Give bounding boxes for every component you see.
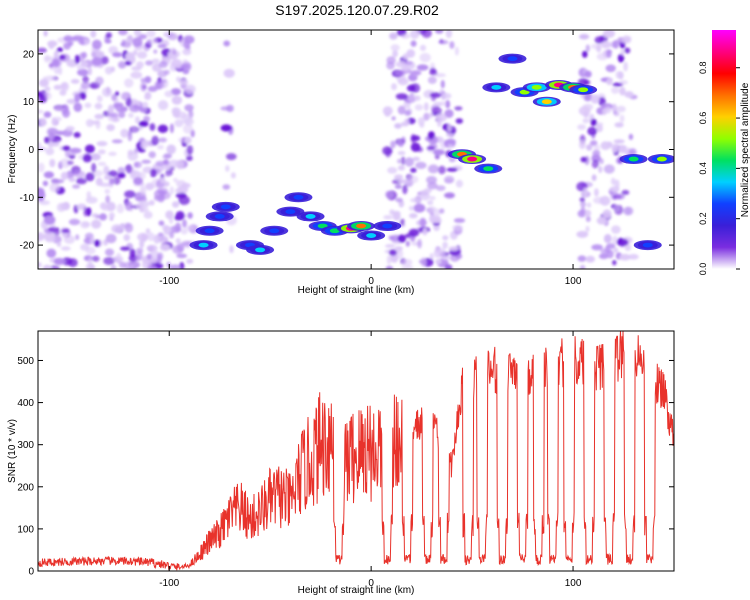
- spectral-peak: [357, 230, 386, 241]
- colorbar-tick-label: 0.8: [698, 61, 708, 74]
- spectral-peak: [276, 206, 305, 217]
- spectrogram-x-axis: -100 0 100: [159, 30, 582, 287]
- spectral-peak: [246, 244, 275, 255]
- colorbar-label: Normalized spectral amplitude: [740, 82, 750, 217]
- y-tick-label: 400: [17, 398, 34, 409]
- signal-blobs: [189, 53, 674, 255]
- spectral-peak: [260, 225, 289, 236]
- noise-texture: [38, 30, 639, 269]
- x-tick-label: -100: [159, 578, 179, 589]
- snr-x-axis: -100 0 100: [159, 331, 582, 589]
- y-tick-label: 10: [23, 97, 35, 108]
- spectrogram-y-label: Frequency (Hz): [7, 115, 18, 184]
- snr-x-label: Height of straight line (km): [298, 585, 415, 596]
- spectral-peak: [532, 96, 561, 107]
- colorbar-tick-label: 0.2: [698, 212, 708, 225]
- snr-y-label: SNR (10 * v/v): [7, 419, 18, 483]
- colorbar-tick-label: 0.6: [698, 112, 708, 125]
- y-tick-label: -10: [20, 193, 35, 204]
- y-tick-label: 300: [17, 440, 34, 451]
- snr-series-line: [38, 331, 674, 571]
- x-tick-label: 100: [565, 578, 582, 589]
- spectral-peak: [189, 240, 218, 251]
- spectral-peak: [373, 220, 402, 231]
- spectral-peak: [498, 53, 527, 64]
- spectral-peak: [474, 163, 503, 174]
- y-tick-label: 100: [17, 524, 34, 535]
- x-tick-label: 0: [368, 578, 374, 589]
- colorbar: 0.0 0.2 0.4 0.6 0.8 Normalized spectral ampl…: [698, 30, 750, 275]
- x-tick-label: 100: [565, 276, 582, 287]
- spectrogram-y-axis: -20 -10 0 10 20: [20, 49, 674, 252]
- y-tick-label: -20: [20, 241, 35, 252]
- spectral-peak: [458, 154, 487, 165]
- spectral-peak: [284, 192, 313, 203]
- y-tick-label: 200: [17, 482, 34, 493]
- chart-title: S197.2025.120.07.29.R02: [275, 2, 439, 18]
- spectral-peak: [211, 201, 240, 212]
- x-tick-label: -100: [159, 276, 179, 287]
- colorbar-ticks: 0.0 0.2 0.4 0.6 0.8: [698, 61, 740, 275]
- spectrogram-x-label: Height of straight line (km): [298, 285, 415, 296]
- x-tick-label: 0: [368, 276, 374, 287]
- snr-y-axis: 0 100 200 300 400 500: [17, 356, 674, 578]
- colorbar-tick-label: 0.4: [698, 162, 708, 175]
- snr-frame: [37, 330, 675, 572]
- colorbar-gradient: [712, 30, 736, 269]
- colorbar-tick-label: 0.0: [698, 263, 708, 276]
- spectral-peak: [205, 211, 234, 222]
- y-tick-label: 20: [23, 49, 35, 60]
- y-tick-label: 500: [17, 356, 34, 367]
- spectral-peak: [195, 225, 224, 236]
- spectral-peak: [296, 211, 325, 222]
- spectral-peak: [569, 84, 598, 95]
- spectral-peak: [347, 220, 376, 231]
- snr-panel: -100 0 100 0 100 200 300 400 500 Height of stra…: [7, 330, 675, 596]
- y-tick-label: 0: [28, 567, 34, 578]
- spectral-peak: [647, 154, 674, 165]
- spectral-peak: [619, 154, 648, 165]
- spectral-peak: [522, 82, 551, 93]
- spectral-peak: [482, 82, 511, 93]
- y-tick-label: 0: [28, 145, 34, 156]
- spectral-peak: [633, 240, 662, 251]
